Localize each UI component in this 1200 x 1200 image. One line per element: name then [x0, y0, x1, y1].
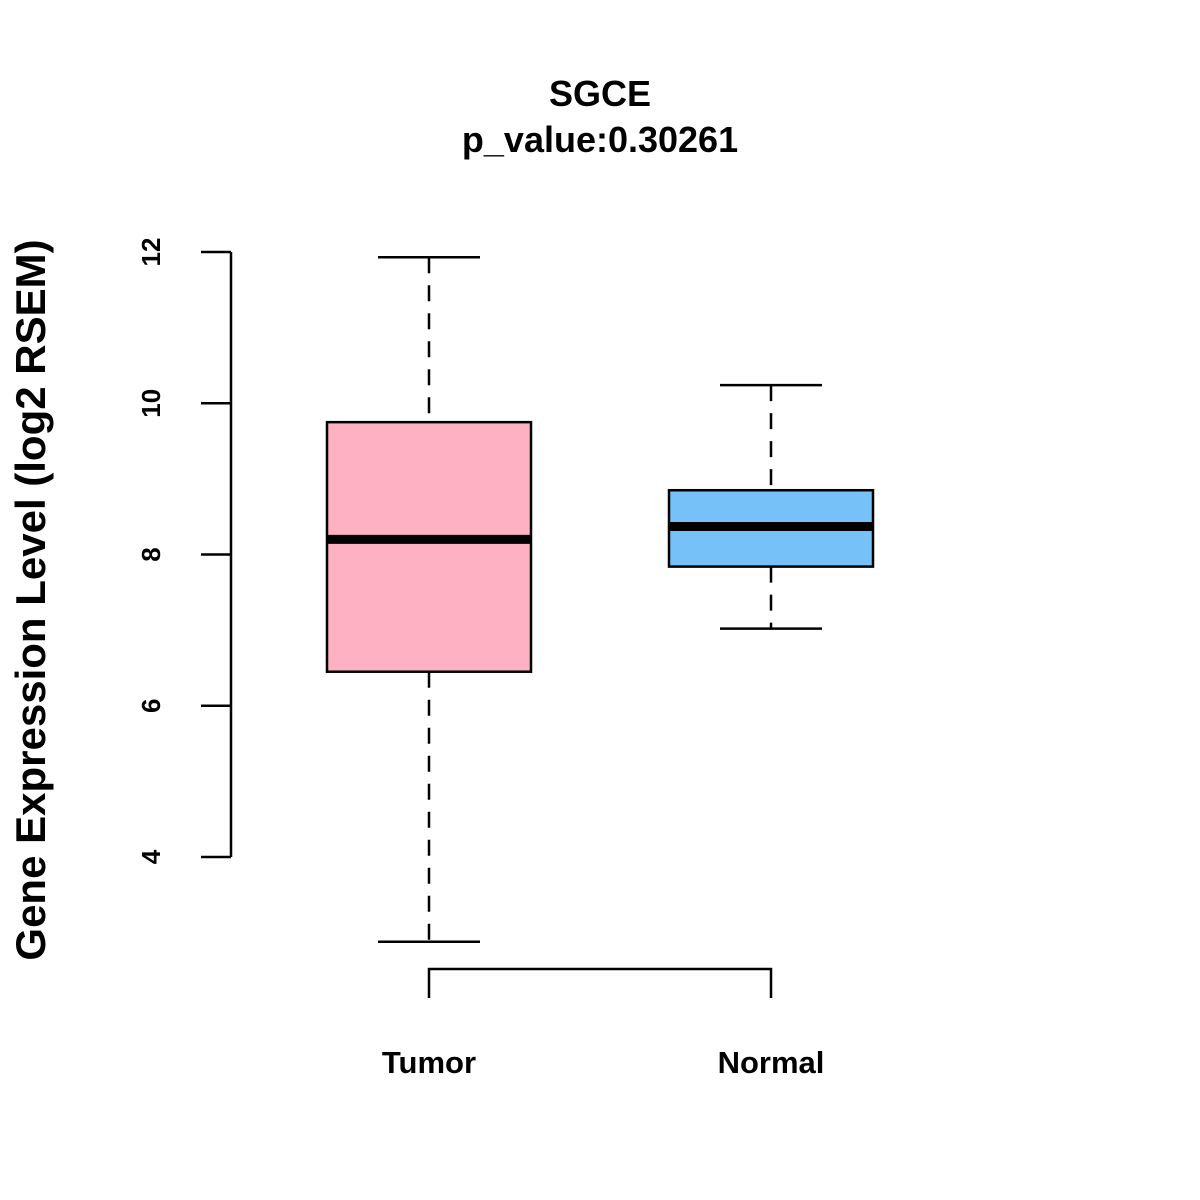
box-group: Tumor Normal [325, 256, 875, 1080]
chart-subtitle: p_value:0.30261 [462, 119, 738, 160]
y-tick-label-10: 10 [136, 389, 166, 418]
y-tick-label-4: 4 [136, 849, 166, 864]
chart-title: SGCE [549, 73, 651, 114]
y-axis-label: Gene Expression Level (log2 RSEM) [7, 239, 54, 960]
y-tick-label-12: 12 [136, 238, 166, 267]
comparison-bracket [427, 967, 773, 998]
category-label-tumor: Tumor [382, 1045, 476, 1080]
tumor-box [325, 420, 533, 673]
y-tick-label-6: 6 [136, 699, 166, 713]
category-label-normal: Normal [718, 1045, 825, 1080]
y-axis: 4 6 8 10 12 [136, 238, 233, 864]
y-tick-label-8: 8 [136, 547, 166, 561]
bracket-line [427, 967, 773, 998]
